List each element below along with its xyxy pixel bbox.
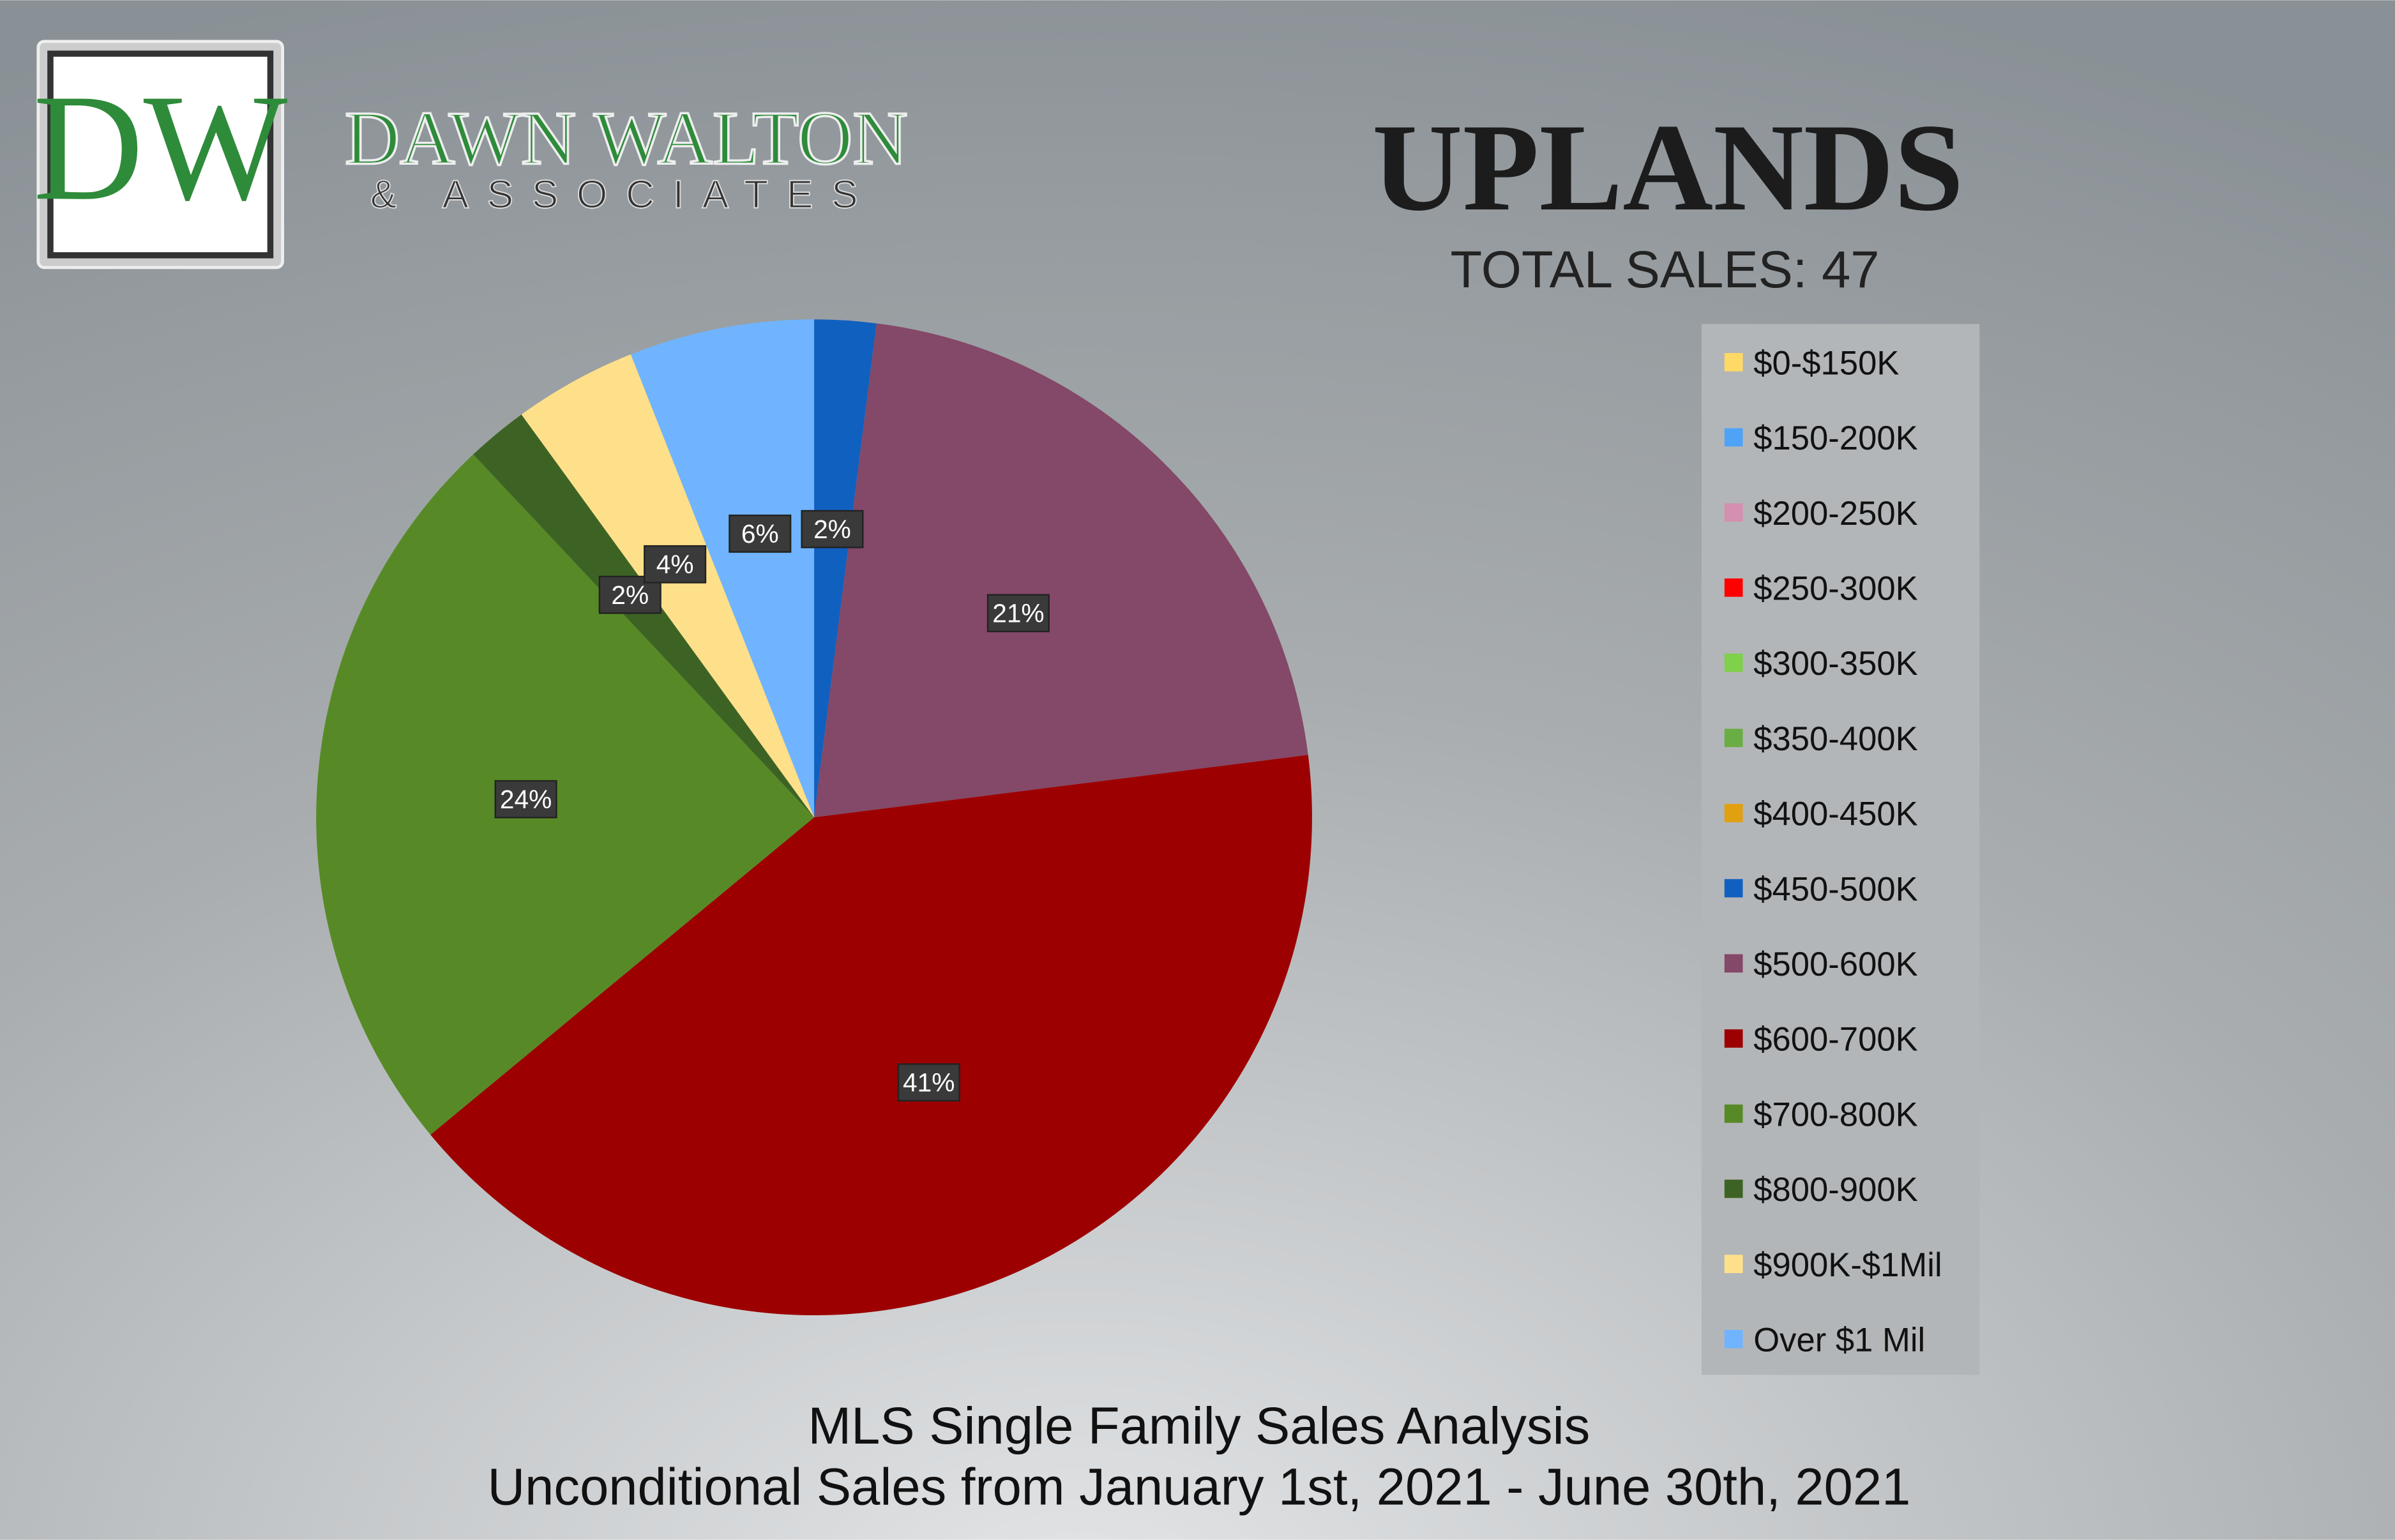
data-label-bg	[986, 594, 1050, 633]
pie-slice	[473, 414, 815, 818]
legend-label: $250-300K	[1753, 570, 1917, 608]
legend-label: $150-200K	[1753, 419, 1917, 457]
pie-slice	[814, 319, 877, 818]
data-label: 6%	[741, 519, 779, 548]
legend-swatch	[1724, 1029, 1743, 1048]
logo-tagline: & ASSOCIATES	[370, 173, 877, 217]
legend-swatch	[1724, 653, 1743, 672]
legend-label: $400-450K	[1753, 796, 1917, 833]
legend-label: Over $1 Mil	[1753, 1321, 1925, 1359]
pie-slice	[630, 319, 815, 818]
legend-label: $900K-$1Mil	[1753, 1246, 1942, 1284]
footer-line: MLS Single Family Sales Analysis	[808, 1397, 1590, 1455]
legend-swatch	[1724, 352, 1743, 372]
data-label-bg	[644, 545, 707, 584]
legend-label: $450-500K	[1753, 870, 1917, 908]
data-label: 2%	[611, 580, 649, 610]
pie-slice	[521, 354, 815, 818]
legend-swatch	[1724, 728, 1743, 748]
data-label-bg	[897, 1063, 960, 1102]
chart-title: Uplands	[1372, 98, 1963, 237]
data-label: 24%	[500, 785, 552, 814]
legend-label: $350-400K	[1753, 720, 1917, 758]
legend-label: $500-600K	[1753, 946, 1917, 983]
legend-swatch	[1724, 1104, 1743, 1123]
pie-slice	[316, 454, 815, 1135]
legend-label: $0-$150K	[1753, 344, 1899, 382]
logo-box	[47, 50, 274, 259]
legend-swatch	[1724, 1179, 1743, 1198]
data-label-bg	[729, 514, 792, 553]
legend-swatch	[1724, 1329, 1743, 1348]
legend-label: $700-800K	[1753, 1096, 1917, 1133]
legend-swatch	[1724, 879, 1743, 898]
data-label: 21%	[992, 599, 1044, 628]
pie-slice	[814, 323, 1308, 818]
legend-swatch	[1724, 428, 1743, 447]
chart-subtitle: TOTAL SALES: 47	[1451, 241, 1880, 299]
logo-name: DAWN WALTON	[345, 95, 908, 180]
legend-label: $300-350K	[1753, 645, 1917, 683]
legend-swatch	[1724, 503, 1743, 522]
data-label-bg	[801, 510, 864, 548]
legend-label: $800-900K	[1753, 1171, 1917, 1209]
legend-label: $600-700K	[1753, 1021, 1917, 1059]
logo-monogram: DW	[33, 63, 288, 232]
legend-label: $200-250K	[1753, 495, 1917, 532]
data-label: 41%	[903, 1068, 955, 1098]
legend-swatch	[1724, 954, 1743, 973]
footer-line: Unconditional Sales from January 1st, 20…	[487, 1458, 1910, 1516]
data-label: 2%	[813, 515, 851, 544]
data-label-bg	[494, 780, 557, 819]
pie-slice	[430, 755, 1312, 1316]
data-label: 4%	[656, 550, 694, 579]
legend-box	[1701, 324, 1980, 1375]
legend-swatch	[1724, 578, 1743, 597]
legend-swatch	[1724, 1255, 1743, 1273]
legend-swatch	[1724, 804, 1743, 822]
